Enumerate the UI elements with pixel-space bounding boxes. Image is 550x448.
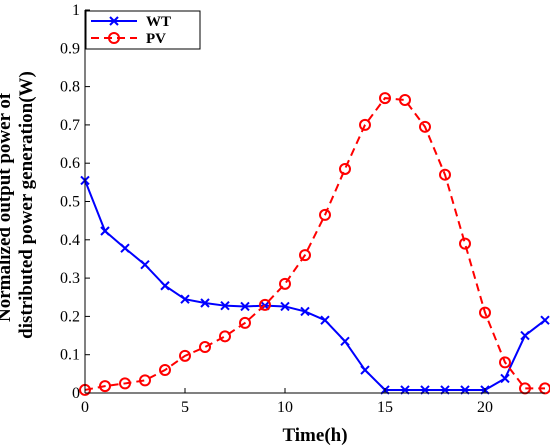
data-point-pv <box>219 330 231 343</box>
y-tick-label: 0.8 <box>60 79 80 96</box>
data-point-pv <box>199 341 211 354</box>
data-point-wt <box>300 306 310 317</box>
legend-label-pv: PV <box>146 31 166 47</box>
data-point-pv <box>499 356 511 369</box>
data-point-wt <box>160 281 170 291</box>
y-axis-title-line-1: Normalized output power of <box>0 92 15 322</box>
legend-box <box>85 10 201 50</box>
y-tick-label: 0.3 <box>60 270 80 287</box>
y-tick-label: 0.1 <box>60 347 80 364</box>
data-point-wt <box>120 243 130 253</box>
data-point-pv <box>339 162 351 175</box>
y-axis-title: Normalized output power of distributed p… <box>0 71 37 339</box>
data-point-wt <box>320 315 330 325</box>
data-point-pv <box>139 374 151 387</box>
data-point-pv <box>439 168 451 181</box>
data-point-pv <box>319 208 331 221</box>
y-axis-title-line-2: distributed power generation(W) <box>16 71 37 339</box>
data-point-wt <box>500 373 510 384</box>
y-tick-label: 0 <box>72 385 80 402</box>
y-tick-label: 0.6 <box>60 155 80 172</box>
x-tick-label: 5 <box>181 399 189 416</box>
data-point-pv <box>259 298 271 311</box>
y-tick-label: 0.9 <box>60 40 80 57</box>
data-point-pv <box>159 364 171 377</box>
legend-label-wt: WT <box>146 14 171 30</box>
x-axis-title: Time(h) <box>282 425 347 446</box>
y-tick-label: 0.5 <box>60 194 80 211</box>
data-point-wt <box>360 365 370 375</box>
data-point-wt <box>240 301 250 312</box>
data-point-pv <box>479 306 491 319</box>
series-line-pv <box>84 97 545 391</box>
axes-layer: 0 5 10 15 20 0 0.1 0.2 0.3 0.4 0.5 0.6 0.7 0.8 0.9 1 <box>60 2 545 416</box>
data-point-pv <box>119 377 131 390</box>
data-point-wt <box>200 298 210 308</box>
data-point-wt <box>220 300 230 311</box>
data-point-pv <box>99 380 111 393</box>
plot-area <box>85 10 545 393</box>
y-tick-label: 0.4 <box>60 232 80 249</box>
data-point-wt <box>340 336 350 347</box>
axis-titles: Time(h) Normalized output power of distr… <box>0 71 348 446</box>
x-tick-label: 20 <box>477 399 493 416</box>
data-point-pv <box>379 92 391 105</box>
legend-item-wt: WT <box>91 14 171 30</box>
data-point-wt <box>540 315 550 325</box>
data-point-pv <box>179 349 191 362</box>
data-point-pv <box>419 120 431 133</box>
x-tick-label: 15 <box>377 399 393 416</box>
data-point-wt <box>100 226 110 236</box>
x-tick-label: 10 <box>277 399 293 416</box>
data-point-pv <box>399 94 411 107</box>
data-point-pv <box>359 118 371 131</box>
y-tick-label: 0.7 <box>60 117 80 134</box>
legend-item-pv: PV <box>91 31 166 47</box>
data-point-pv <box>459 237 471 250</box>
y-tick-label: 1 <box>72 2 80 19</box>
data-point-pv <box>299 249 311 262</box>
data-point-pv <box>239 316 251 329</box>
legend-marker-wt <box>109 16 119 26</box>
y-tick-label: 0.2 <box>60 308 80 325</box>
legend-marker-pv <box>108 32 120 44</box>
data-point-wt <box>280 301 290 312</box>
data-point-wt <box>180 294 190 304</box>
data-point-wt <box>520 330 530 341</box>
data-point-wt <box>140 259 150 270</box>
x-tick-label: 0 <box>81 399 89 416</box>
data-point-pv <box>279 277 291 290</box>
